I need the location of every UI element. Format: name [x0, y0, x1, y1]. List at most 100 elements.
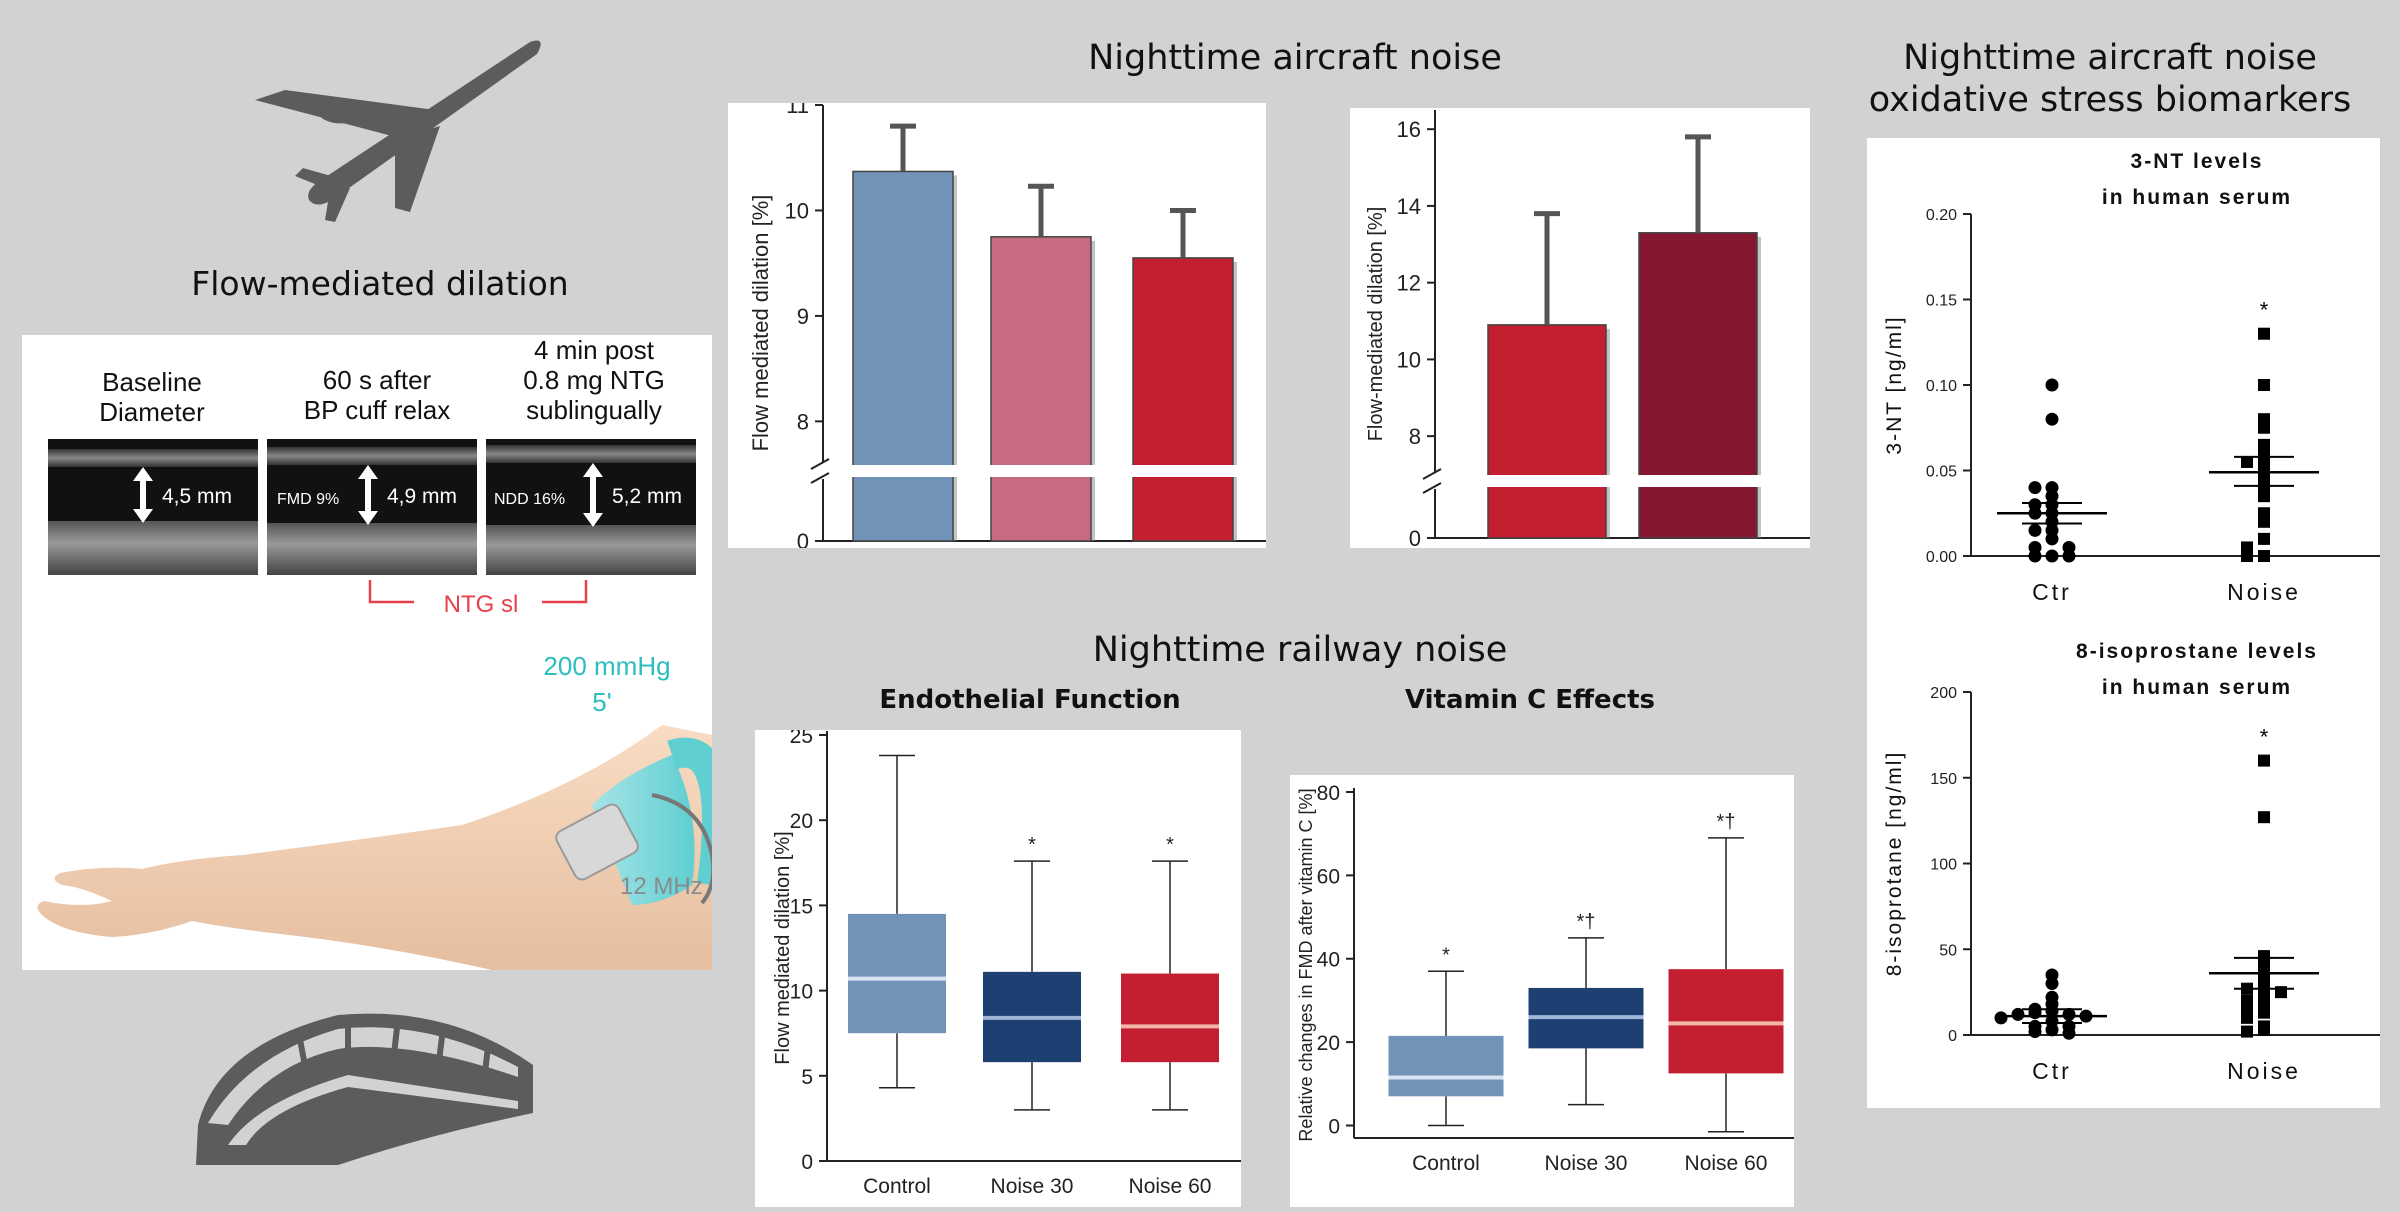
axis-break-mark — [810, 472, 830, 484]
data-point — [2258, 950, 2270, 963]
data-point — [2258, 754, 2270, 767]
data-point — [2045, 549, 2059, 563]
data-point — [1994, 1011, 2008, 1025]
data-point — [2045, 1023, 2059, 1037]
data-point — [2258, 550, 2270, 562]
significance-mark: * — [1166, 834, 1174, 856]
railway-endothelial-panel: 0 5 10 15 20 25 Control * Noise 30 * Noise 60 Flow … — [755, 725, 1241, 1207]
probe-frequency-label: 12 MHz — [620, 873, 703, 900]
chart-title: 8-isoprostane levels — [2076, 640, 2318, 663]
y-tick-label: 0 — [801, 1151, 813, 1174]
axis-break-mark — [810, 458, 830, 470]
x-tick-label: Noise 60 — [1685, 1152, 1768, 1175]
y-tick-label: 12 — [1397, 271, 1421, 296]
endothelial-function-chart: 0 5 10 15 20 25 Control * Noise 30 * Noise 60 Flow … — [772, 725, 1241, 1198]
bar — [1132, 257, 1234, 542]
data-point — [2258, 532, 2270, 545]
box — [1388, 1035, 1504, 1097]
cuff-time-label: 5' — [592, 687, 612, 717]
y-tick-label: 25 — [790, 730, 813, 748]
data-point — [2241, 455, 2253, 468]
axis-break-band — [1436, 475, 1811, 487]
ndd-diameter: 5,2 mm — [612, 485, 683, 508]
y-axis-label: Flow-mediated dilation [%] — [1365, 207, 1387, 442]
train-icon — [196, 1013, 533, 1165]
x-tick-label: Noise 30 — [1545, 1152, 1628, 1175]
data-point — [2241, 1025, 2253, 1038]
chart-title: 3-NT levels — [2131, 150, 2264, 173]
data-point — [2258, 1006, 2270, 1019]
baseline-diameter: 4,5 mm — [162, 485, 233, 508]
ultrasound-baseline: 4,5 mm — [48, 439, 258, 575]
significance-mark: *† — [1717, 811, 1736, 833]
y-tick-label: 9 — [797, 304, 809, 329]
y-tick-label: 16 — [1397, 117, 1421, 142]
significance-mark: * — [1028, 834, 1036, 856]
y-axis-label: Flow mediated dilation [%] — [748, 195, 773, 452]
y-tick-label: 11 — [786, 103, 809, 118]
y-tick-label: 80 — [1317, 782, 1340, 805]
data-point — [2045, 412, 2059, 426]
y-axis-label: Relative changes in FMD after vitamin C … — [1296, 788, 1316, 1141]
y-tick-label: 10 — [1397, 347, 1421, 372]
data-point — [2062, 1026, 2076, 1040]
significance-mark: * — [2260, 725, 2269, 750]
box — [1668, 969, 1784, 1074]
fmd-diameter: 4,9 mm — [387, 485, 458, 508]
bar — [852, 170, 954, 542]
data-point — [2062, 1007, 2076, 1021]
significance-mark: * — [1442, 944, 1450, 966]
data-point — [2241, 550, 2253, 562]
y-tick-label: 10 — [790, 981, 813, 1004]
baseline-label: Baseline Diameter — [99, 367, 205, 427]
railway-vitaminc-panel: 0 20 40 60 80 * Control *† Noise 30 *† Noise 60 Rel… — [1290, 775, 1794, 1207]
x-tick-label: Control — [863, 1175, 931, 1198]
y-tick-label: 0.10 — [1926, 378, 1957, 395]
y-tick-label: 200 — [1930, 685, 1957, 702]
data-point — [2258, 490, 2270, 503]
data-point — [2062, 549, 2076, 563]
y-tick-label: 20 — [790, 810, 813, 833]
data-point — [2258, 987, 2270, 1000]
y-axis-label: 3-NT [ng/ml] — [1883, 315, 1906, 454]
bar — [1487, 324, 1607, 539]
data-point — [2258, 327, 2270, 340]
y-tick-label: 15 — [790, 895, 813, 918]
fmd-heading: Flow-mediated dilation — [191, 264, 569, 303]
x-tick-label: Noise 30 — [991, 1175, 1074, 1198]
biomarkers-panel: 3-NT levels in human serum 0.00 0.05 0.10 0.1… — [1867, 138, 2380, 1108]
chart-subtitle: in human serum — [2102, 676, 2292, 699]
ultrasound-fmd: FMD 9% 4,9 mm — [267, 439, 477, 575]
axis-break-mark — [1422, 482, 1442, 494]
vitamin-c-chart: 0 20 40 60 80 * Control *† Noise 30 *† Noise 60 Rel… — [1296, 782, 1794, 1175]
ntg-sl-label: NTG sl — [443, 591, 519, 618]
y-tick-label: 0.00 — [1926, 549, 1957, 566]
data-point — [2258, 811, 2270, 824]
y-tick-label: 100 — [1930, 857, 1957, 874]
x-tick-label: Ctr — [2032, 579, 2072, 605]
aircraft-fmd-chart-2: 0810121416Noise 60Noise 60Flow-mediated … — [1365, 110, 1811, 578]
bar — [1638, 232, 1758, 539]
significance-mark: * — [2260, 298, 2269, 323]
arm-illustration — [37, 725, 712, 970]
biomarkers-heading-line1: Nighttime aircraft noise — [1903, 38, 2317, 78]
x-tick-label: Noise — [2227, 1058, 2301, 1084]
y-tick-label: 0.15 — [1926, 293, 1957, 310]
airplane-icon — [255, 40, 541, 222]
data-point — [2258, 421, 2270, 434]
x-tick-label: Ctr — [2032, 1058, 2072, 1084]
fmd-panel: Baseline Diameter 60 s after BP cuff relax… — [22, 335, 712, 970]
y-tick-label: 150 — [1930, 771, 1957, 788]
data-point — [2028, 1025, 2042, 1039]
data-point — [2028, 549, 2042, 563]
y-tick-label: 14 — [1397, 194, 1421, 219]
endothelial-function-title: Endothelial Function — [879, 685, 1181, 715]
data-point — [2258, 515, 2270, 528]
cuff-relax-label: 60 s after BP cuff relax — [303, 365, 451, 425]
data-point — [2011, 1007, 2025, 1021]
y-axis-label: Flow mediated dilation [%] — [772, 831, 794, 1064]
y-tick-label: 0.05 — [1926, 464, 1957, 481]
fmd-percent: FMD 9% — [277, 491, 340, 508]
box — [1121, 973, 1219, 1063]
isoprostane-chart: 8-isoprostane levels in human serum 0 50 100… — [1883, 640, 2380, 1084]
